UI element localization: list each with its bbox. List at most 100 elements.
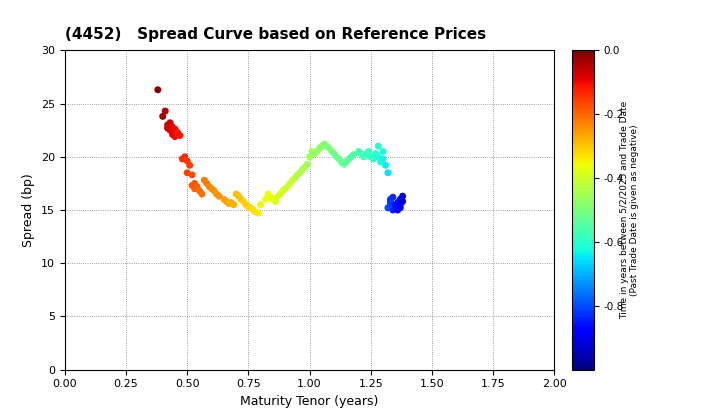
Point <box>152 87 163 93</box>
Point <box>167 123 179 130</box>
Point <box>233 193 244 199</box>
Point <box>181 169 193 176</box>
Point <box>346 153 357 160</box>
Point <box>199 177 210 184</box>
Point <box>186 182 198 189</box>
Point <box>282 183 293 190</box>
Point <box>353 148 364 155</box>
Point <box>314 145 325 152</box>
Point <box>235 196 247 203</box>
Point <box>377 148 389 155</box>
Point <box>279 185 291 192</box>
Point <box>245 205 256 211</box>
Point <box>392 207 403 213</box>
Point <box>167 131 179 138</box>
Point <box>255 201 266 208</box>
Point <box>377 155 389 162</box>
Point <box>392 199 403 206</box>
Point <box>218 196 230 203</box>
Point <box>213 193 225 199</box>
Point <box>330 153 342 160</box>
Point <box>306 148 318 155</box>
Point <box>248 207 259 213</box>
Point <box>387 194 399 201</box>
Point <box>201 180 212 187</box>
Point <box>171 129 183 136</box>
Point <box>260 196 271 203</box>
Point <box>316 143 328 150</box>
Point <box>302 161 313 168</box>
Point <box>395 196 406 203</box>
Point <box>384 201 396 208</box>
Point <box>225 199 237 206</box>
Point <box>333 155 345 162</box>
Point <box>169 133 181 140</box>
Point <box>341 159 352 165</box>
Point <box>159 108 171 114</box>
Point <box>390 203 401 210</box>
Point <box>186 171 198 178</box>
Point <box>211 191 222 197</box>
Point <box>169 126 181 132</box>
Point <box>157 113 168 120</box>
Point <box>228 201 240 208</box>
Point <box>355 150 366 157</box>
Point <box>372 153 384 160</box>
Point <box>395 202 406 209</box>
Point <box>397 193 408 199</box>
Point <box>287 177 298 184</box>
Point <box>382 169 394 176</box>
Point <box>162 125 174 131</box>
Point <box>262 191 274 197</box>
Point <box>238 198 249 205</box>
Point <box>372 143 384 150</box>
Point <box>265 194 276 201</box>
Point <box>292 171 303 178</box>
Point <box>363 148 374 155</box>
Point <box>297 166 308 173</box>
Point <box>274 191 286 197</box>
Point <box>289 175 301 181</box>
Point <box>284 180 296 187</box>
Point <box>192 183 203 190</box>
Point <box>395 205 406 211</box>
Point <box>304 153 315 160</box>
Point <box>179 153 191 160</box>
Point <box>253 210 264 217</box>
Point <box>336 159 347 165</box>
Point <box>176 155 188 162</box>
Point <box>189 185 200 192</box>
Point <box>294 169 305 176</box>
Point <box>384 196 396 203</box>
Point <box>250 209 261 215</box>
Text: (4452)   Spread Curve based on Reference Prices: (4452) Spread Curve based on Reference P… <box>65 27 486 42</box>
Point <box>174 132 186 139</box>
Point <box>184 162 195 169</box>
Point <box>309 150 320 157</box>
Point <box>277 187 289 194</box>
Point <box>343 155 354 162</box>
Point <box>272 193 284 199</box>
Point <box>375 159 387 165</box>
Point <box>384 198 396 205</box>
Point <box>338 161 350 168</box>
Point <box>223 200 235 207</box>
Point <box>326 148 338 155</box>
Point <box>267 196 279 203</box>
X-axis label: Maturity Tenor (years): Maturity Tenor (years) <box>240 395 379 408</box>
Point <box>323 145 335 152</box>
Point <box>370 150 382 157</box>
Point <box>321 143 333 150</box>
Point <box>382 205 394 211</box>
Point <box>208 187 220 194</box>
Point <box>299 164 310 171</box>
Y-axis label: Time in years between 5/2/2025 and Trade Date
(Past Trade Date is given as negat: Time in years between 5/2/2025 and Trade… <box>620 101 639 319</box>
Point <box>189 180 200 187</box>
Point <box>318 141 330 147</box>
Point <box>397 198 408 205</box>
Point <box>328 150 340 157</box>
Point <box>365 153 377 160</box>
Point <box>269 198 281 205</box>
Point <box>162 121 174 128</box>
Point <box>348 151 359 158</box>
